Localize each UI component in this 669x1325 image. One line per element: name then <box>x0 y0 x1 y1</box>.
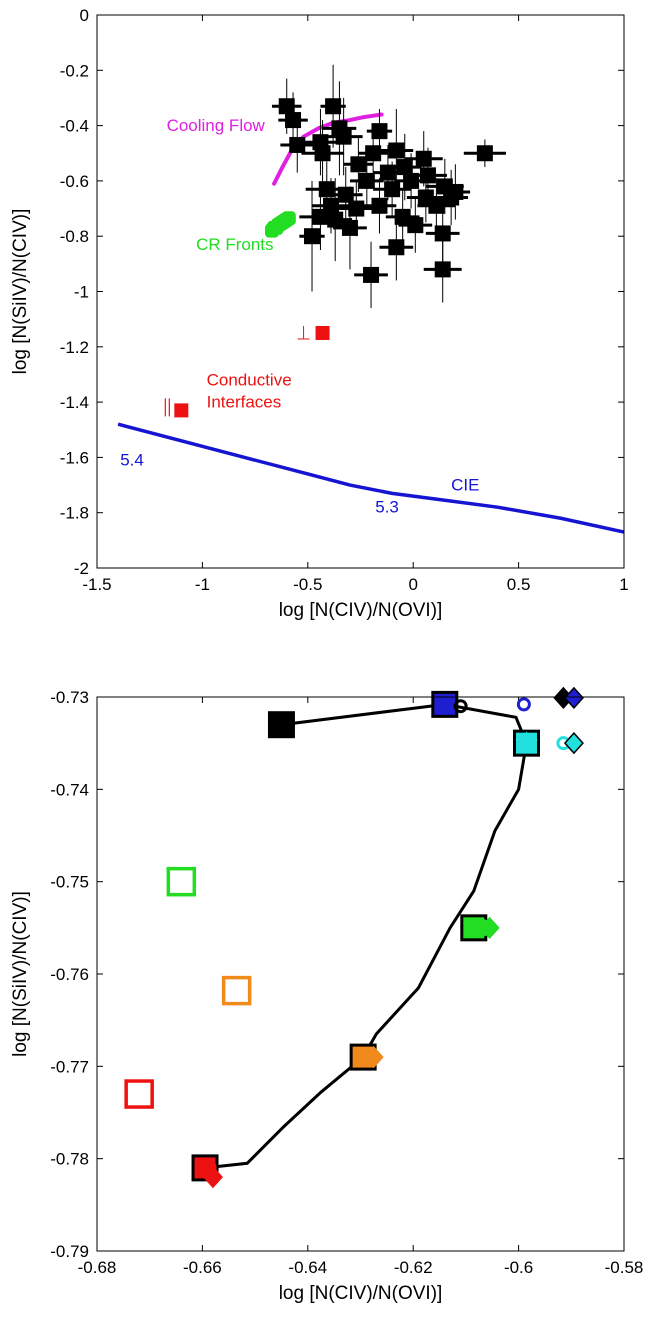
data-point <box>304 228 320 244</box>
annotation-label: Interfaces <box>207 393 282 412</box>
diamond-marker <box>565 688 583 708</box>
y-tick-label: -0.74 <box>50 780 89 799</box>
cie-curve <box>118 424 624 532</box>
data-point <box>435 261 451 277</box>
annotation-label: 5.4 <box>120 451 144 470</box>
data-point <box>363 267 379 283</box>
x-tick-label: -0.62 <box>394 1258 433 1277</box>
data-point <box>477 145 493 161</box>
data-point <box>312 209 328 225</box>
y-tick-label: -0.79 <box>50 1242 89 1261</box>
data-point <box>428 198 444 214</box>
data-point <box>447 184 463 200</box>
x-axis-label: log [N(CIV)/N(OVI)] <box>279 1283 443 1304</box>
data-point <box>327 212 343 228</box>
x-tick-label: -0.5 <box>293 575 322 594</box>
x-axis-label: log [N(CIV)/N(OVI)] <box>279 600 443 621</box>
conductive-point <box>316 326 330 340</box>
open-square-marker <box>126 1081 152 1107</box>
y-axis-label: log [N(SiIV)/N(CIV)] <box>10 209 31 375</box>
x-tick-label: -0.6 <box>504 1258 533 1277</box>
data-point <box>407 217 423 233</box>
x-tick-label: -0.58 <box>605 1258 644 1277</box>
y-tick-label: -1.2 <box>60 338 89 357</box>
y-tick-label: -0.2 <box>60 61 89 80</box>
bottom-panel: -0.68 -0.66 -0.64 -0.62 -0.6 -0.58-0.73-0.74-… <box>10 688 643 1304</box>
annotation-label: Conductive <box>207 371 292 390</box>
circle-marker <box>436 695 454 713</box>
data-point <box>279 98 295 114</box>
y-tick-label: -0.4 <box>60 117 89 136</box>
data-point <box>380 165 396 181</box>
y-tick-label: -0.78 <box>50 1150 89 1169</box>
y-tick-label: -0.76 <box>50 965 89 984</box>
y-tick-label: -0.6 <box>60 172 89 191</box>
x-tick-label: 0 <box>408 575 417 594</box>
data-point <box>359 173 375 189</box>
y-tick-label: -0.73 <box>50 688 89 707</box>
diamond-marker <box>565 733 583 753</box>
plot-frame <box>97 697 624 1251</box>
data-point <box>350 156 366 172</box>
data-point <box>325 98 341 114</box>
data-point <box>315 145 331 161</box>
y-tick-label: -1.8 <box>60 504 89 523</box>
y-tick-label: -0.75 <box>50 873 89 892</box>
x-tick-label: -1 <box>195 575 210 594</box>
cr-fronts-point <box>282 211 296 225</box>
data-point <box>388 239 404 255</box>
data-point <box>336 129 352 145</box>
y-tick-label: 0 <box>80 6 89 25</box>
x-tick-label: 0.5 <box>507 575 531 594</box>
data-point <box>384 181 400 197</box>
x-tick-label: -0.64 <box>288 1258 327 1277</box>
y-tick-label: -2 <box>74 559 89 578</box>
x-tick-label: -0.66 <box>183 1258 222 1277</box>
top-panel: -1.5 -1 -0.5 0 0.5 10-0.2-0.4-0.6-0.8-1-1.2-1… <box>10 6 629 621</box>
data-point <box>365 145 381 161</box>
y-tick-label: -1 <box>74 283 89 302</box>
y-tick-label: -1.4 <box>60 393 89 412</box>
plot-frame <box>97 15 624 568</box>
annotation-label: CR Fronts <box>196 235 273 254</box>
x-tick-label: 1 <box>619 575 628 594</box>
data-point <box>416 151 432 167</box>
data-point <box>371 198 387 214</box>
data-point <box>388 142 404 158</box>
data-point <box>371 123 387 139</box>
y-tick-label: -0.8 <box>60 227 89 246</box>
annotation-label: 5.3 <box>375 498 399 517</box>
annotation-label: CIE <box>451 476 479 495</box>
ring-marker <box>518 699 529 710</box>
data-point <box>342 220 358 236</box>
data-point <box>289 137 305 153</box>
y-tick-label: -1.6 <box>60 448 89 467</box>
annotation-label: Cooling Flow <box>167 116 266 135</box>
square-marker <box>269 713 293 737</box>
y-tick-label: -0.77 <box>50 1057 89 1076</box>
open-square-marker <box>224 978 250 1004</box>
data-point <box>338 187 354 203</box>
y-axis-label: log [N(SiIV)/N(CIV)] <box>10 891 31 1057</box>
conductive-point <box>174 403 188 417</box>
data-point <box>285 112 301 128</box>
open-square-marker <box>168 869 194 895</box>
data-point <box>348 201 364 217</box>
data-point <box>403 173 419 189</box>
